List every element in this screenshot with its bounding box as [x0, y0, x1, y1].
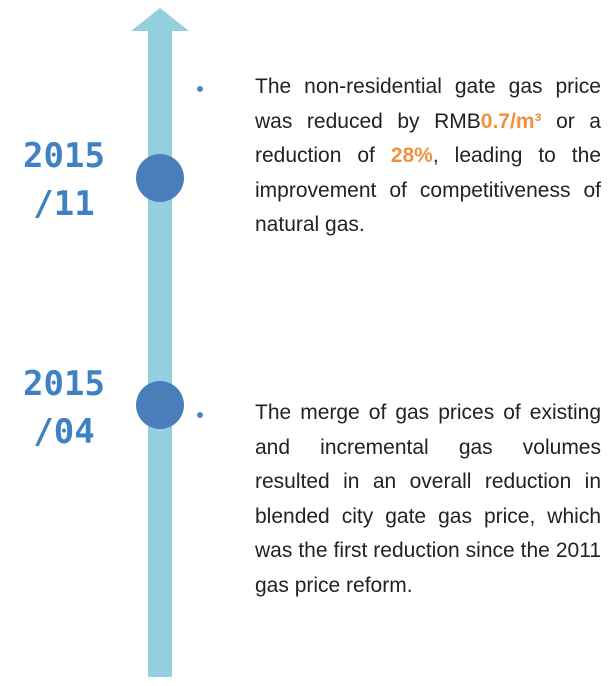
timeline-node: [136, 154, 184, 202]
timeline-arrowhead: [131, 8, 189, 31]
highlight: 28%: [390, 144, 433, 167]
text-run: The merge of gas prices of existing and …: [255, 401, 601, 597]
highlight: 0.7/m³: [480, 109, 542, 133]
date-line: 2015: [23, 136, 105, 176]
bullet: [197, 412, 203, 418]
timeline-node: [136, 381, 184, 429]
event-date: 2015/11: [18, 132, 110, 228]
event-text: The merge of gas prices of existing and …: [255, 396, 601, 603]
text-run: , leading to the improvement of competit…: [255, 144, 601, 236]
event-text: The non-residential gate gas price was r…: [255, 70, 601, 243]
date-line: /11: [33, 184, 95, 224]
bullet: [197, 86, 203, 92]
text-run: The non-residential gate gas price was r…: [255, 75, 601, 133]
timeline-shaft: [148, 30, 172, 677]
text-run: or a reduction of: [255, 109, 601, 168]
event-date: 2015/04: [18, 360, 110, 456]
date-line: /04: [33, 412, 95, 452]
date-line: 2015: [23, 364, 105, 404]
